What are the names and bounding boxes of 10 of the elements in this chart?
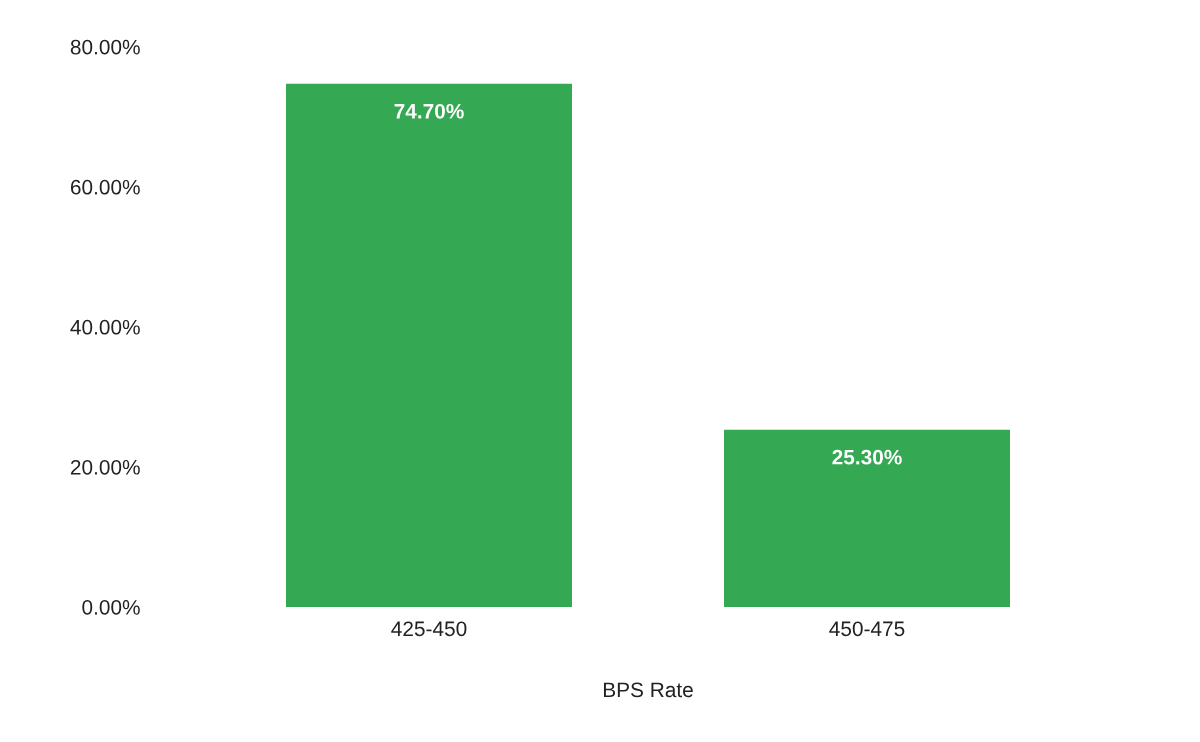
x-tick-label: 450-475 xyxy=(829,621,905,637)
y-tick-label: 80.00% xyxy=(70,39,140,55)
y-tick-label: 20.00% xyxy=(70,459,140,475)
y-tick-label: 40.00% xyxy=(70,319,140,335)
x-axis-title: BPS Rate xyxy=(603,682,693,698)
data-label: 25.30% xyxy=(832,449,902,465)
x-tick-label: 425-450 xyxy=(391,621,467,637)
data-label: 74.70% xyxy=(394,103,464,119)
y-tick-label: 0.00% xyxy=(82,599,140,615)
y-tick-label: 60.00% xyxy=(70,179,140,195)
